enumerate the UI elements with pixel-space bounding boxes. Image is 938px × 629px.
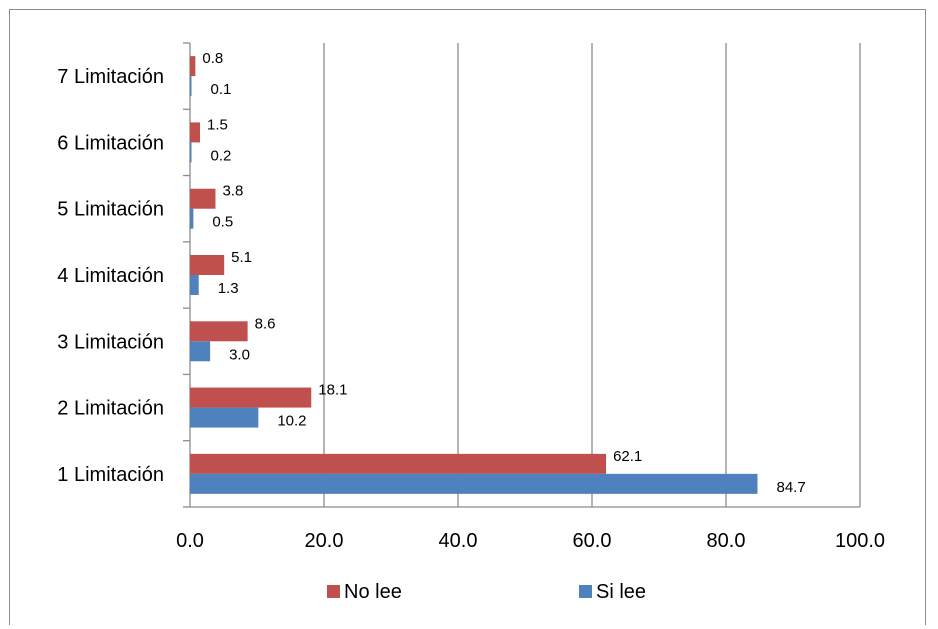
bar-si-lee [190,275,199,295]
category-label: 5 Limitación [57,199,164,221]
bar-no-lee [190,255,225,275]
category-label: 6 Limitación [57,132,164,154]
bar-si-lee [190,208,194,229]
data-label: 84.7 [776,479,805,496]
bar-si-lee [190,142,192,163]
category-label: 3 Limitación [57,331,164,353]
bar-si-lee [190,473,758,494]
bar-no-lee [190,387,312,408]
bar-si-lee [190,407,259,428]
bar-no-lee [190,122,201,143]
bar-no-lee [190,188,216,209]
bar-no-lee [190,453,607,474]
data-label: 18.1 [318,382,347,399]
x-tick-label: 20.0 [305,530,344,552]
legend-swatch [579,585,592,598]
category-label: 4 Limitación [57,265,164,287]
bar-no-lee [190,56,196,77]
x-tick-label: 100.0 [835,530,885,552]
data-label: 0.5 [212,214,233,231]
bar-no-lee [190,321,248,342]
x-tick-label: 40.0 [439,530,478,552]
data-label: 5.1 [231,249,252,266]
category-label: 2 Limitación [57,398,164,420]
chart-frame [9,9,926,625]
data-label: 62.1 [613,448,642,465]
x-tick-label: 0.0 [176,530,204,552]
bar-si-lee [190,341,211,362]
legend-swatch [327,585,340,598]
bar-si-lee [190,76,192,97]
data-label: 0.2 [211,147,232,164]
data-label: 3.0 [229,346,250,363]
data-label: 0.8 [202,50,223,67]
data-label: 1.3 [218,280,239,297]
data-label: 3.8 [222,183,243,200]
category-label: 1 Limitación [57,464,164,486]
x-tick-label: 60.0 [573,530,612,552]
data-label: 10.2 [277,413,306,430]
category-label: 7 Limitación [57,66,164,88]
x-tick-label: 80.0 [707,530,746,552]
legend-label: No lee [344,581,402,603]
data-label: 0.1 [211,81,232,98]
data-label: 8.6 [255,315,276,332]
data-label: 1.5 [207,116,228,133]
legend-label: Si lee [596,581,646,603]
